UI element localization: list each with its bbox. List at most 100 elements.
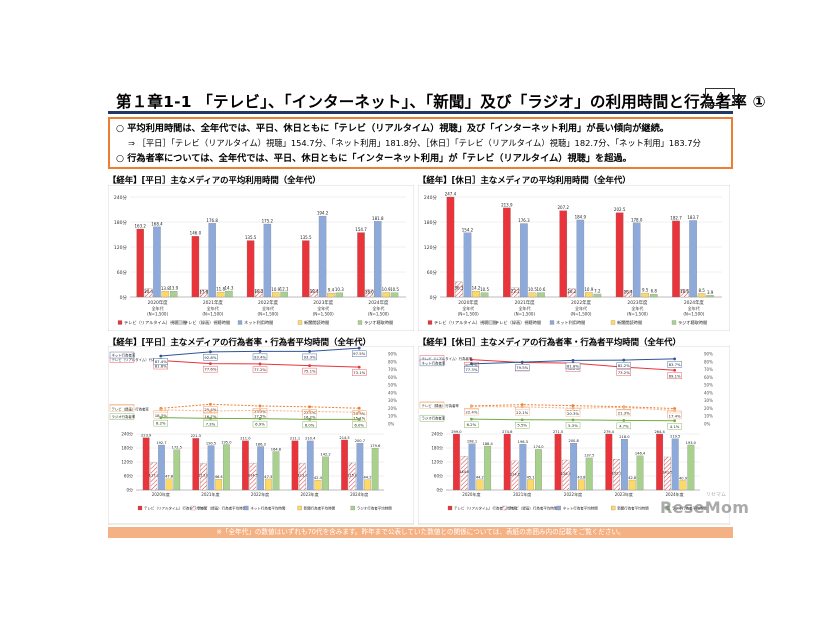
rate-value-label: 81.6% — [155, 364, 167, 369]
bar — [144, 288, 153, 298]
bar — [567, 288, 576, 298]
bar-value-label: 264.4 — [654, 430, 665, 434]
bar — [223, 444, 230, 491]
y-tick-label: 180分 — [424, 219, 438, 226]
bar — [620, 439, 628, 491]
bar — [687, 444, 695, 491]
rate-point — [308, 405, 311, 409]
rate-label-box — [565, 422, 581, 429]
rate-value-label: 8.2% — [156, 421, 166, 426]
legend-label: テレビ（リアルタイム）行為者平均時間 — [144, 506, 207, 511]
bar-value-label: 10.9 — [382, 287, 391, 292]
x-tick-label: 2024年度 — [368, 299, 389, 306]
legend-label: テレビ（録画）視聴時間 — [184, 319, 230, 326]
rate-label-box — [252, 420, 268, 428]
rate-point — [209, 362, 212, 366]
rate-label-box — [464, 366, 479, 373]
summary-line-3: ○ 行為者率については、全年代では、平日、休日ともに「インターネット利用」が「テ… — [116, 153, 632, 164]
rate-point — [673, 357, 676, 361]
rate-point — [470, 405, 473, 408]
bar — [480, 292, 489, 298]
x-tick-sublabel: (N=1,500) — [514, 312, 535, 317]
bar-value-label: 7.2 — [594, 289, 601, 294]
bar-value-label: 200.7 — [355, 439, 365, 443]
y2-tick-label: 20% — [704, 406, 713, 411]
bar — [348, 462, 356, 491]
bar-value-label: 10.6 — [537, 287, 546, 292]
rate-value-label: 5.3% — [568, 423, 578, 428]
rate-value-label: 5.5% — [517, 423, 527, 428]
y-tick-label: 240分 — [121, 431, 133, 437]
bar-value-label: 9.5 — [642, 288, 649, 293]
bar-value-label: 179.6 — [370, 444, 381, 448]
bar — [628, 479, 636, 491]
bar-value-label: 183.7 — [687, 215, 699, 220]
bar — [257, 446, 265, 491]
bar — [364, 479, 371, 491]
y2-tick-label: 60% — [388, 375, 397, 380]
rate-label-box — [464, 421, 479, 428]
series-tag-box — [419, 402, 445, 409]
bar-value-label: 198.1 — [467, 440, 477, 444]
bar — [242, 440, 249, 491]
legend-label: ネット利用時間 — [244, 319, 273, 326]
bar-value-label: 114.5 — [248, 474, 258, 478]
y-tick-label: 180分 — [114, 219, 128, 226]
bar — [263, 223, 272, 298]
rate-value-label: 6.2% — [467, 422, 477, 427]
bar — [452, 433, 460, 491]
rate-label-box — [203, 354, 218, 361]
bar — [371, 447, 379, 491]
x-tick-sublabel: 全年代 — [372, 305, 384, 311]
bar — [192, 438, 200, 491]
rate-value-label: 20.3% — [567, 411, 579, 416]
series-tag-label: ネット行為者率 — [422, 360, 446, 365]
legend-label: ネット利用時間 — [556, 319, 585, 326]
rate-label-box — [351, 414, 367, 421]
bar — [306, 440, 314, 491]
rate-point — [209, 350, 212, 354]
bar-value-label: 47.3 — [264, 475, 272, 479]
bar-value-label: 44.2 — [476, 475, 484, 479]
bar-value-label: 172.5 — [172, 446, 182, 450]
bar — [641, 292, 650, 298]
x-tick-label: 2021年度 — [203, 299, 224, 306]
bar-value-label: 113.8 — [198, 474, 209, 478]
bar — [706, 295, 714, 298]
bar — [191, 236, 200, 298]
rate-value-label: 4.7% — [619, 423, 629, 428]
bar-value-label: 214.5 — [339, 436, 349, 440]
rate-value-label: 77.3% — [465, 367, 477, 372]
rate-point — [520, 360, 524, 364]
x-tick-sublabel: 全年代 — [207, 305, 219, 311]
rate-value-label: 15.1% — [353, 415, 365, 420]
legend-swatch — [297, 505, 302, 511]
bar — [511, 287, 520, 298]
x-tick-label: 2022年度 — [258, 299, 279, 306]
legend-swatch — [665, 505, 670, 511]
rate-value-label: 22.4% — [465, 410, 477, 415]
watermark-subtext: リセマム — [706, 492, 727, 498]
bar-value-label: 46.4 — [215, 475, 224, 479]
y-tick-label: 240分 — [424, 194, 438, 201]
rate-value-label: 73.1% — [353, 370, 365, 375]
bar-value-label: 43.8 — [577, 476, 586, 480]
legend-label: ネット行為者平均時間 — [250, 506, 285, 511]
bar-value-label: 18.4 — [310, 289, 319, 294]
bar — [142, 437, 150, 491]
x-tick-label: 2024年度 — [666, 491, 684, 497]
rate-point — [258, 349, 262, 353]
rate-point — [357, 346, 361, 350]
rate-label-box — [667, 361, 682, 368]
rate-point — [622, 358, 626, 362]
rate-label-box — [667, 423, 682, 430]
bar-value-label: 210.4 — [305, 437, 316, 441]
rate-value-label: 93.4% — [254, 354, 266, 359]
bar-value-label: 146.0 — [190, 231, 202, 236]
bar-value-label: 144.8 — [459, 470, 470, 474]
bar — [585, 457, 593, 491]
y2-tick-label: 60% — [704, 375, 713, 380]
rate-point — [209, 416, 212, 420]
legend-swatch — [350, 505, 355, 511]
